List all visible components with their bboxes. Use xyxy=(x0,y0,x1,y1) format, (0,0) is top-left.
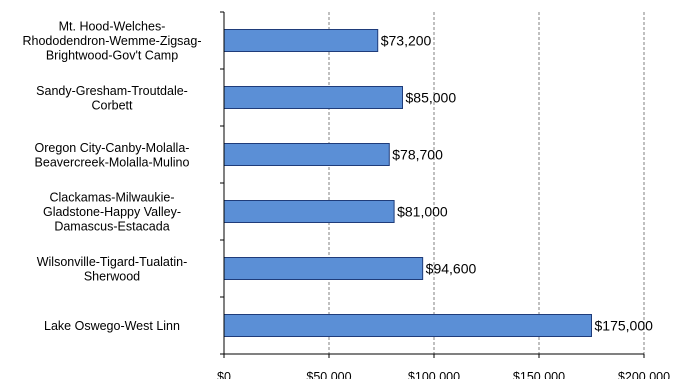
data-label: $78,700 xyxy=(392,147,443,163)
bars xyxy=(223,29,592,337)
category-label: Wilsonville-Tigard-Tualatin-Sherwood xyxy=(37,255,188,284)
category-label: Lake Oswego-West Linn xyxy=(44,319,180,333)
data-label: $85,000 xyxy=(406,90,457,106)
category-label: Mt. Hood-Welches-Rhododendron-Wemme-Zigs… xyxy=(22,20,201,63)
category-label: Clackamas-Milwaukie-Gladstone-Happy Vall… xyxy=(43,191,181,234)
category-label-line: Sandy-Gresham-Troutdale- xyxy=(36,84,188,98)
data-labels: $73,200 $85,000 $78,700 $81,000 $94,600 $175,… xyxy=(381,33,653,334)
category-label-line: Gladstone-Happy Valley- xyxy=(43,205,181,219)
axes xyxy=(220,11,645,358)
data-label: $81,000 xyxy=(397,204,448,220)
category-label-line: Beavercreek-Molalla-Mulino xyxy=(35,155,190,169)
category-label-line: Sherwood xyxy=(84,269,140,283)
bar xyxy=(223,29,379,52)
bar xyxy=(223,200,395,223)
bar xyxy=(223,257,424,280)
x-tick-label: $0 xyxy=(217,370,231,379)
category-label-line: Wilsonville-Tigard-Tualatin- xyxy=(37,255,188,269)
category-label-line: Clackamas-Milwaukie- xyxy=(49,191,174,205)
x-tick-labels: $0 $50,000 $100,000 $150,000 $200,000 xyxy=(217,370,670,379)
category-label: Sandy-Gresham-Troutdale-Corbett xyxy=(36,84,188,113)
bar xyxy=(223,143,390,166)
category-label-line: Rhododendron-Wemme-Zigsag- xyxy=(22,34,201,48)
category-label-line: Lake Oswego-West Linn xyxy=(44,319,180,333)
category-labels: Mt. Hood-Welches-Rhododendron-Wemme-Zigs… xyxy=(22,20,201,334)
x-tick-label: $50,000 xyxy=(306,370,351,379)
category-label-line: Mt. Hood-Welches- xyxy=(59,20,166,34)
x-tick-label: $100,000 xyxy=(408,370,460,379)
category-label: Oregon City-Canby-Molalla-Beavercreek-Mo… xyxy=(35,141,190,170)
bar xyxy=(223,86,403,109)
x-tick-label: $200,000 xyxy=(618,370,670,379)
category-label-line: Corbett xyxy=(92,98,134,112)
bar xyxy=(223,314,592,337)
category-label-line: Brightwood-Gov't Camp xyxy=(46,49,178,63)
data-label: $94,600 xyxy=(426,261,477,277)
gridlines xyxy=(328,12,645,354)
data-label: $73,200 xyxy=(381,33,432,49)
x-tick-label: $150,000 xyxy=(513,370,565,379)
category-label-line: Oregon City-Canby-Molalla- xyxy=(35,141,190,155)
category-label-line: Damascus-Estacada xyxy=(54,220,169,234)
data-label: $175,000 xyxy=(595,318,654,334)
